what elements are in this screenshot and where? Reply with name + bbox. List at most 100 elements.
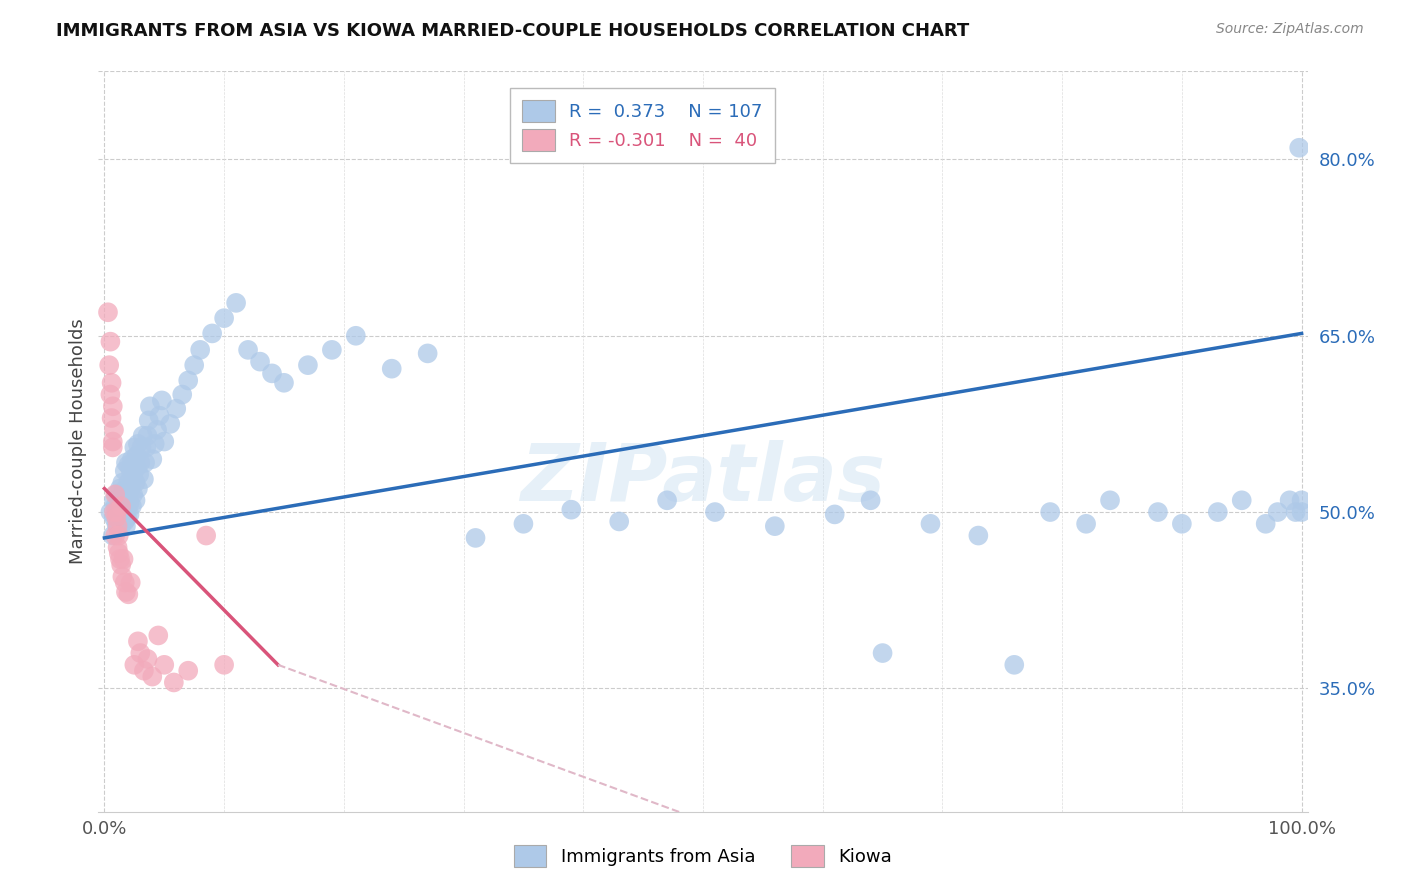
Point [125, 449, 148, 463]
Point [260, 367, 283, 381]
Point [1254, 516, 1277, 531]
Point [416, 346, 439, 360]
Point [132, 664, 155, 678]
Point [107, 491, 129, 505]
Point [148, 409, 170, 423]
Legend: Immigrants from Asia, Kiowa: Immigrants from Asia, Kiowa [506, 838, 900, 874]
Point [134, 456, 156, 470]
Text: Source: ZipAtlas.com: Source: ZipAtlas.com [1216, 22, 1364, 37]
Point [114, 464, 136, 478]
Point [704, 505, 727, 519]
Point [1147, 505, 1170, 519]
Point [127, 437, 149, 451]
Point [120, 575, 142, 590]
Point [118, 496, 141, 510]
Point [111, 570, 134, 584]
Point [132, 472, 155, 486]
Point [111, 475, 134, 490]
Point [148, 628, 170, 642]
Text: ZIPatlas: ZIPatlas [520, 440, 886, 517]
Point [344, 328, 367, 343]
Point [105, 505, 128, 519]
Point [212, 311, 235, 326]
Point [122, 470, 145, 484]
Point [107, 519, 129, 533]
Point [127, 482, 149, 496]
Point [872, 646, 894, 660]
Point [124, 475, 146, 490]
Point [112, 483, 135, 498]
Point [117, 475, 139, 490]
Point [177, 373, 200, 387]
Point [141, 452, 163, 467]
Point [112, 552, 135, 566]
Point [103, 505, 125, 519]
Point [128, 467, 150, 482]
Point [129, 456, 152, 470]
Point [127, 634, 149, 648]
Point [125, 460, 148, 475]
Point [859, 493, 882, 508]
Point [110, 499, 132, 513]
Point [108, 511, 131, 525]
Point [139, 399, 162, 413]
Point [967, 528, 990, 542]
Point [104, 499, 127, 513]
Point [560, 502, 582, 516]
Point [101, 528, 124, 542]
Point [100, 505, 122, 519]
Point [153, 434, 176, 449]
Point [381, 361, 404, 376]
Point [100, 334, 122, 349]
Point [100, 376, 122, 390]
Point [115, 585, 138, 599]
Point [138, 413, 160, 427]
Point [124, 657, 146, 672]
Point [111, 493, 134, 508]
Point [107, 528, 129, 542]
Point [824, 508, 846, 522]
Point [201, 326, 224, 341]
Point [108, 499, 131, 513]
Point [107, 519, 129, 533]
Point [120, 464, 142, 478]
Point [110, 508, 132, 522]
Point [1171, 516, 1194, 531]
Point [115, 511, 138, 525]
Point [107, 546, 129, 560]
Point [165, 401, 187, 416]
Point [249, 354, 271, 368]
Point [97, 305, 120, 319]
Point [101, 434, 124, 449]
Point [1206, 505, 1229, 519]
Point [117, 491, 139, 505]
Point [103, 511, 125, 525]
Point [124, 493, 146, 508]
Point [146, 423, 169, 437]
Point [115, 502, 138, 516]
Point [105, 487, 128, 501]
Point [212, 657, 235, 672]
Point [120, 482, 142, 496]
Point [163, 675, 186, 690]
Point [98, 358, 121, 372]
Point [512, 516, 534, 531]
Point [101, 441, 124, 455]
Point [920, 516, 942, 531]
Point [100, 411, 122, 425]
Point [104, 487, 127, 501]
Point [100, 387, 122, 401]
Point [225, 296, 247, 310]
Point [117, 458, 139, 472]
Point [150, 393, 173, 408]
Point [172, 387, 194, 401]
Point [111, 511, 134, 525]
Point [129, 646, 152, 660]
Point [153, 657, 176, 672]
Point [110, 519, 132, 533]
Point [114, 575, 136, 590]
Point [321, 343, 343, 357]
Point [273, 376, 295, 390]
Point [1099, 493, 1122, 508]
Point [655, 493, 678, 508]
